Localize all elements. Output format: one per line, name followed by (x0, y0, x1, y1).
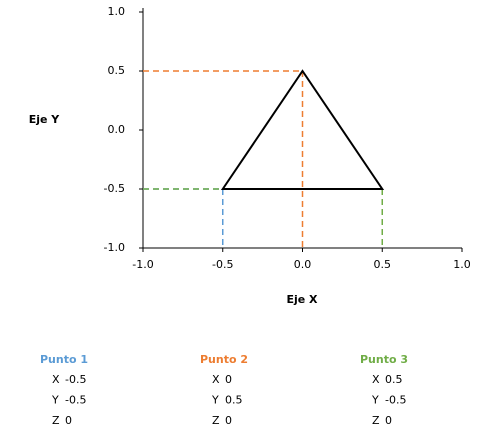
coordinate-label: Y (211, 394, 219, 407)
y-tick-label: -0.5 (104, 182, 125, 195)
point-name: Punto 1 (40, 353, 88, 366)
y-tick-label: 1.0 (108, 5, 126, 18)
coordinate-label: Y (51, 394, 59, 407)
y-axis-title: Eje Y (29, 113, 61, 126)
coordinate-label: Z (372, 414, 380, 427)
y-tick-label: 0.0 (108, 123, 126, 136)
x-tick-label: 1.0 (453, 258, 471, 271)
coordinate-value: 0 (385, 414, 392, 427)
x-axis-title: Eje X (286, 293, 318, 306)
coordinate-label: X (212, 373, 220, 386)
x-tick-label: -1.0 (132, 258, 153, 271)
coordinate-label: Z (212, 414, 220, 427)
coordinate-value: -0.5 (65, 394, 86, 407)
coordinate-value: 0.5 (385, 373, 403, 386)
y-tick-label: 0.5 (108, 64, 126, 77)
triangle (220, 69, 385, 190)
coordinate-value: 0 (225, 373, 232, 386)
point-name: Punto 2 (200, 353, 248, 366)
x-tick-label: -0.5 (212, 258, 233, 271)
coordinate-value: -0.5 (385, 394, 406, 407)
coordinate-label: Y (371, 394, 379, 407)
x-tick-label: 0.5 (374, 258, 392, 271)
y-tick-label: -1.0 (104, 241, 125, 254)
coordinate-label: Z (52, 414, 60, 427)
coordinate-value: 0.5 (225, 394, 243, 407)
coordinate-value: -0.5 (65, 373, 86, 386)
point-name: Punto 3 (360, 353, 408, 366)
coordinate-value: 0 (225, 414, 232, 427)
coordinate-label: X (372, 373, 380, 386)
coordinate-value: 0 (65, 414, 72, 427)
x-tick-label: 0.0 (294, 258, 312, 271)
coordinate-label: X (52, 373, 60, 386)
